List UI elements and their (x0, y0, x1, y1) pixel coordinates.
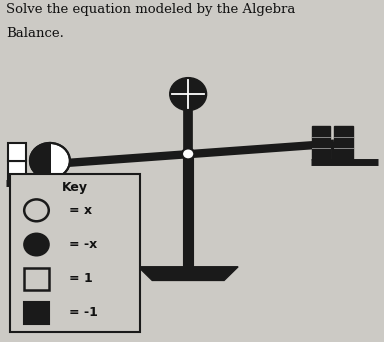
Polygon shape (138, 267, 238, 280)
Bar (8, 143, 26, 161)
Circle shape (24, 199, 49, 221)
Wedge shape (50, 143, 70, 179)
Text: = -x: = -x (69, 238, 98, 251)
Circle shape (24, 234, 49, 255)
Bar (24, 268, 49, 290)
Bar (24, 302, 49, 324)
Bar (334, 126, 353, 160)
Bar (312, 126, 330, 160)
Text: = 1: = 1 (69, 272, 93, 285)
Text: Balance.: Balance. (6, 27, 64, 40)
Text: = -1: = -1 (69, 306, 98, 319)
Text: Solve the equation modeled by the Algebra: Solve the equation modeled by the Algebr… (6, 3, 295, 16)
Circle shape (170, 78, 207, 110)
Text: = x: = x (69, 204, 92, 217)
Circle shape (182, 148, 194, 159)
Wedge shape (30, 143, 50, 179)
Text: Key: Key (62, 181, 88, 194)
Bar (8, 161, 26, 180)
FancyBboxPatch shape (10, 174, 140, 332)
